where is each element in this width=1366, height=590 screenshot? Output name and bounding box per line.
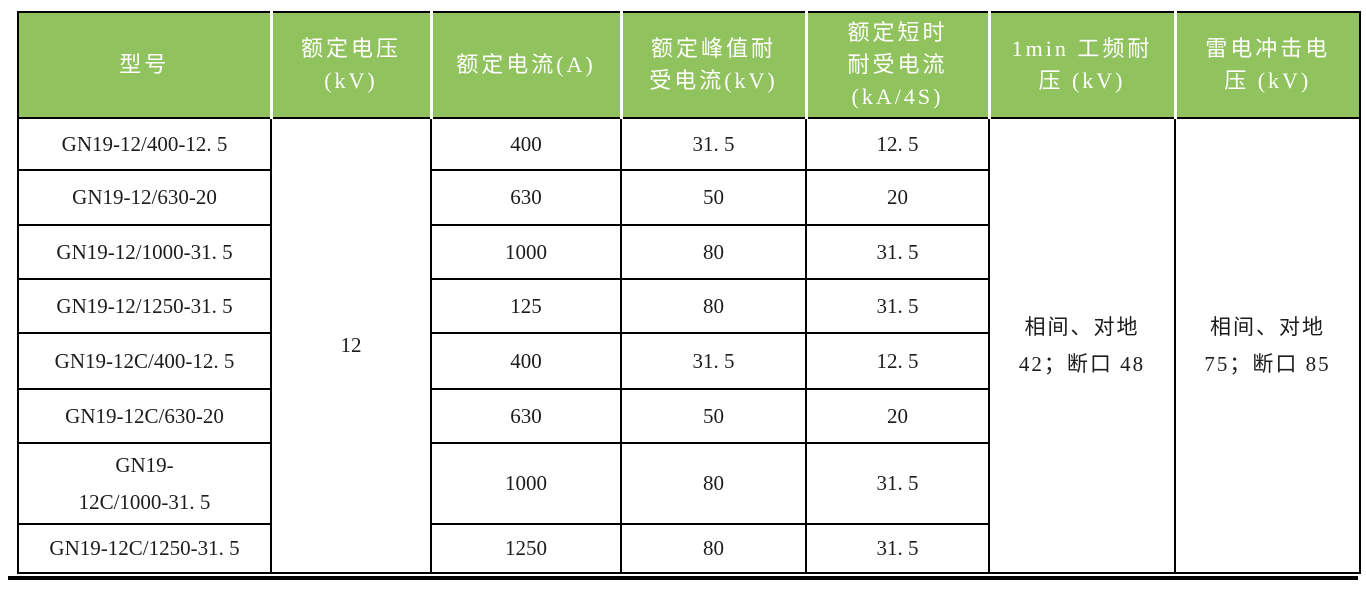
header-model: 型号 (17, 11, 272, 119)
table-row: GN19-12/1250-31. 5 125 80 31. 5 (17, 278, 1360, 334)
short-time-current-cell: 31. 5 (805, 442, 990, 525)
rated-current-cell: 125 (430, 278, 622, 334)
peak-current-cell: 80 (620, 224, 807, 280)
model-cell: GN19-12C/630-20 (17, 388, 272, 444)
rated-current-cell: 400 (430, 332, 622, 390)
model-cell: GN19-12/1000-31. 5 (17, 224, 272, 280)
peak-current-cell: 31. 5 (620, 117, 807, 171)
model-cell: GN19-12C/400-12. 5 (17, 332, 272, 390)
table-row: GN19-12C/400-12. 5 400 31. 5 12. 5 (17, 332, 1360, 390)
short-time-current-cell: 12. 5 (805, 117, 990, 171)
rated-voltage-merged-cell: 12 (270, 117, 432, 574)
table-row: GN19- 12C/1000-31. 5 1000 80 31. 5 (17, 442, 1360, 525)
short-time-current-cell: 20 (805, 388, 990, 444)
model-cell: GN19- 12C/1000-31. 5 (17, 442, 272, 525)
model-cell: GN19-12/630-20 (17, 169, 272, 226)
spec-table: 型号 额定电压 (kV) 额定电流(A) 额定峰值耐 受电流(kV) 额定短时 … (17, 11, 1361, 574)
header-rated-voltage: 额定电压 (kV) (269, 11, 432, 119)
table-row: GN19-12/400-12. 5 12 400 31. 5 12. 5 相间、… (17, 117, 1361, 574)
peak-current-cell: 80 (620, 523, 807, 574)
table-row: GN19-12/630-20 630 50 20 (17, 169, 1360, 226)
header-rated-current: 额定电流(A) (429, 11, 622, 119)
peak-current-cell: 80 (620, 278, 807, 334)
header-peak-withstand-current: 额定峰值耐 受电流(kV) (619, 11, 807, 119)
peak-current-cell: 80 (620, 442, 807, 525)
lightning-impulse-merged-cell: 相间、对地 75；断口 85 (1174, 117, 1361, 574)
table-row: GN19-12/1000-31. 5 1000 80 31. 5 (17, 224, 1360, 280)
short-time-current-cell: 31. 5 (805, 224, 990, 280)
rated-current-cell: 400 (430, 117, 622, 171)
peak-current-cell: 50 (620, 169, 807, 226)
rated-current-cell: 1000 (430, 224, 622, 280)
rated-current-cell: 630 (430, 388, 622, 444)
short-time-current-cell: 31. 5 (805, 523, 990, 574)
short-time-current-cell: 31. 5 (805, 278, 990, 334)
bottom-rule (8, 576, 1358, 580)
model-cell: GN19-12/400-12. 5 (17, 117, 272, 171)
header-power-frequency-withstand: 1min 工频耐 压 (kV) (987, 11, 1176, 119)
rated-current-cell: 1000 (430, 442, 622, 525)
peak-current-cell: 31. 5 (620, 332, 807, 390)
header-row: 型号 额定电压 (kV) 额定电流(A) 额定峰值耐 受电流(kV) 额定短时 … (17, 11, 1361, 119)
peak-current-cell: 50 (620, 388, 807, 444)
model-cell: GN19-12/1250-31. 5 (17, 278, 272, 334)
table-row: GN19-12C/630-20 630 50 20 (17, 388, 1360, 444)
short-time-current-cell: 20 (805, 169, 990, 226)
rated-current-cell: 630 (430, 169, 622, 226)
table-row: GN19-12C/1250-31. 5 1250 80 31. 5 (17, 523, 1360, 574)
short-time-current-cell: 12. 5 (805, 332, 990, 390)
header-short-time-withstand-current: 额定短时 耐受电流 (kA/4S) (804, 11, 990, 119)
power-frequency-merged-cell: 相间、对地 42；断口 48 (988, 117, 1176, 574)
rated-current-cell: 1250 (430, 523, 622, 574)
model-cell: GN19-12C/1250-31. 5 (17, 523, 272, 574)
header-lightning-impulse: 雷电冲击电 压 (kV) (1173, 11, 1361, 119)
